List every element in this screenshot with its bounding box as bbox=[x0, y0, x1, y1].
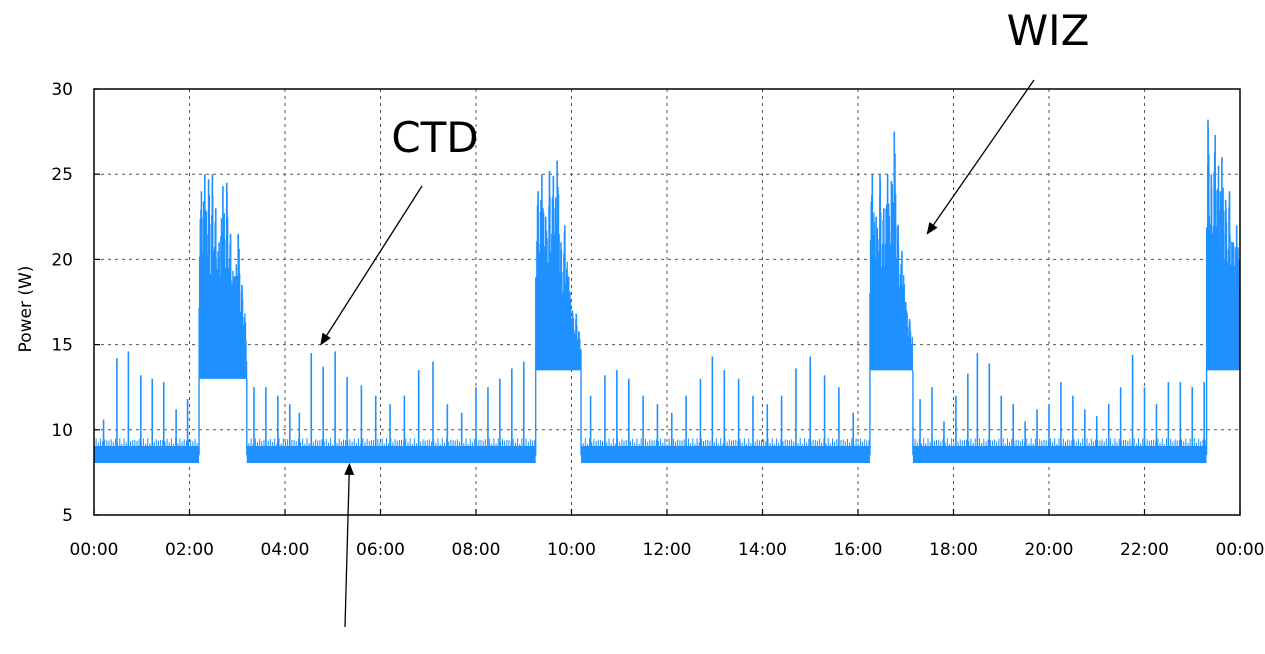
baseline-band bbox=[94, 445, 200, 464]
annotation-arrow bbox=[344, 462, 355, 628]
x-tick-label: 06:00 bbox=[356, 540, 405, 560]
x-tick-label: 16:00 bbox=[834, 540, 883, 560]
x-tick-label: 22:00 bbox=[1120, 540, 1169, 560]
annotation-label: WIZ bbox=[1007, 6, 1090, 55]
x-tick-label: 12:00 bbox=[643, 540, 692, 560]
x-axis-ticks: 00:00 02:00 04:00 06:00 08:00 10:00 12:00 14:00… bbox=[70, 509, 1265, 560]
baseline-band bbox=[246, 445, 536, 464]
y-tick-label: 20 bbox=[51, 250, 73, 270]
x-tick-label: 08:00 bbox=[452, 540, 501, 560]
baseline-band bbox=[581, 445, 870, 464]
x-tick-label: 00:00 bbox=[70, 540, 119, 560]
y-tick-label: 30 bbox=[51, 80, 73, 100]
y-axis-ticks: 5 10 15 20 25 30 bbox=[51, 80, 100, 526]
baseline-band bbox=[912, 445, 1207, 464]
x-tick-label: 18:00 bbox=[929, 540, 978, 560]
x-tick-label: 10:00 bbox=[547, 540, 596, 560]
annotation-arrow bbox=[320, 185, 423, 346]
x-tick-label: 00:00 bbox=[1216, 540, 1265, 560]
annotations: CTD WIZ bbox=[320, 6, 1090, 628]
y-tick-label: 25 bbox=[51, 165, 73, 185]
x-tick-label: 04:00 bbox=[261, 540, 310, 560]
baseline-noise bbox=[93, 438, 198, 449]
annotation-label: CTD bbox=[391, 113, 478, 162]
grid-lines bbox=[94, 89, 1240, 515]
power-series bbox=[93, 119, 1241, 464]
x-tick-label: 02:00 bbox=[165, 540, 214, 560]
y-tick-label: 5 bbox=[62, 506, 73, 526]
x-tick-label: 14:00 bbox=[738, 540, 787, 560]
y-tick-label: 15 bbox=[51, 336, 73, 356]
y-axis-label: Power (W) bbox=[16, 266, 36, 353]
y-tick-label: 10 bbox=[51, 421, 73, 441]
x-tick-label: 20:00 bbox=[1025, 540, 1074, 560]
annotation-arrow bbox=[926, 79, 1035, 235]
